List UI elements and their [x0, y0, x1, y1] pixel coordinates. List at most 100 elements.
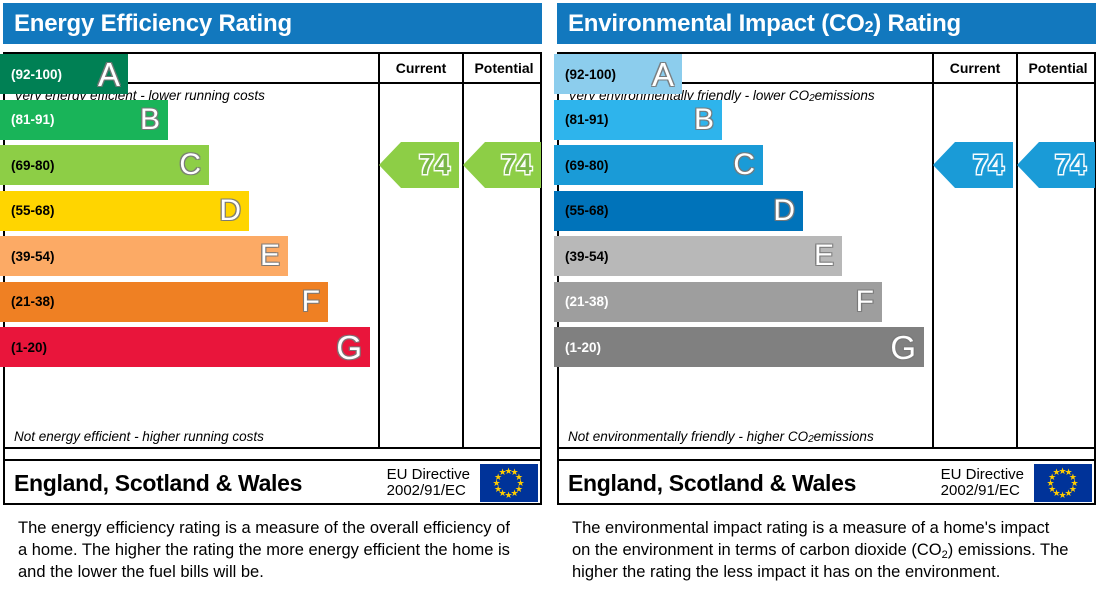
column-divider-2 [462, 84, 464, 447]
eu-flag-star-icon: ★ [516, 477, 525, 488]
current-rating-value: 74 [418, 149, 450, 180]
band-range-label: (81-91) [11, 112, 55, 127]
band-letter: C [733, 148, 755, 181]
column-header-potential: Potential [462, 54, 544, 82]
caption-not-efficient: Not energy efficient - higher running co… [14, 428, 264, 444]
environmental-impact-panel: Environmental Impact (CO 2) Rating Curren… [554, 0, 1099, 616]
potential-rating-value: 74 [1054, 149, 1086, 180]
eu-flag-star-icon: ★ [1068, 471, 1077, 482]
footer-directive: EU Directive 2002/91/EC [386, 465, 480, 500]
band-c: (69-80) C [0, 145, 209, 185]
eu-flag-star-icon: ★ [1064, 487, 1073, 498]
caption-not-friendly: Not environmentally friendly - higher CO… [559, 425, 932, 447]
band-range-label: (69-80) [11, 157, 55, 173]
eu-flag-star-icon: ★ [498, 487, 507, 498]
band-range-label: (1-20) [11, 339, 48, 355]
eu-flag-star-icon: ★ [514, 471, 523, 482]
column-divider-1 [932, 84, 934, 447]
band-letter: D [219, 193, 241, 227]
band-f: (21-38) F [0, 281, 328, 322]
band-letter: E [813, 239, 834, 272]
potential-rating-arrow: 74 [463, 142, 541, 188]
band-range-label: (69-80) [565, 157, 609, 173]
eu-flag-star-icon: ★ [1046, 477, 1055, 488]
eu-flag-icon: ★ ★ ★ ★ ★ ★ ★ ★ ★ ★ ★ ★ [480, 464, 538, 502]
band-b: (81-91) B [0, 99, 168, 140]
band-a: (92-100) A [554, 54, 682, 94]
band-range-label: (21-38) [565, 294, 609, 309]
footer-directive: EU Directive 2002/91/EC [940, 465, 1034, 500]
co2-subscript: 2 [809, 92, 815, 104]
co2-subscript: 2 [808, 433, 814, 445]
potential-rating-arrow-wrap: 74 [1017, 142, 1095, 188]
eu-flag-star-icon: ★ [504, 489, 513, 500]
band-e: (39-54) E [554, 236, 842, 276]
directive-line-2: 2002/91/EC [386, 482, 466, 499]
directive-line-1: EU Directive [940, 465, 1024, 483]
eu-flag-star-icon: ★ [498, 467, 507, 478]
current-rating-arrow: 74 [933, 142, 1013, 188]
footer-region-label: England, Scotland & Wales [568, 469, 857, 496]
eu-flag-icon: ★ ★ ★ ★ ★ ★ ★ ★ ★ ★ ★ ★ [1034, 464, 1092, 502]
band-e: (39-54) E [0, 236, 288, 276]
column-header-current: Current [378, 54, 462, 82]
band-d: (55-68) D [554, 190, 803, 231]
directive-line-1: EU Directive [386, 465, 470, 483]
caption-suffix: emissions [813, 428, 874, 444]
description-text: The environmental impact rating is a mea… [572, 519, 1050, 559]
eu-flag-star-icon: ★ [510, 487, 519, 498]
column-header-current: Current [932, 54, 1016, 82]
directive-line-2: 2002/91/EC [940, 482, 1020, 499]
band-letter: B [693, 102, 714, 136]
panel-title-text: Energy Efficiency Rating [14, 9, 292, 37]
band-letter: D [773, 193, 795, 227]
band-letter: G [336, 328, 362, 366]
panel-title-text: Environmental Impact (CO [568, 9, 865, 37]
band-c: (69-80) C [554, 145, 763, 185]
co2-footer: England, Scotland & Wales EU Directive 2… [557, 459, 1096, 505]
eu-flag-star-icon: ★ [1052, 487, 1061, 498]
band-range-label: (92-100) [565, 66, 617, 82]
co2-description: The environmental impact rating is a mea… [572, 518, 1072, 583]
band-range-label: (1-20) [565, 339, 602, 355]
eu-flag-star-icon: ★ [1058, 465, 1067, 476]
eu-flag-star-icon: ★ [514, 483, 523, 494]
current-rating-arrow-wrap: 74 [379, 142, 459, 188]
current-rating-arrow-wrap: 74 [933, 142, 1013, 188]
caption-text: Not environmentally friendly - higher CO [568, 428, 809, 444]
eu-flag-star-icon: ★ [1048, 471, 1057, 482]
eu-flag-star-icon: ★ [494, 471, 503, 482]
column-header-potential: Potential [1016, 54, 1098, 82]
band-letter: A [651, 55, 674, 93]
band-range-label: (81-91) [565, 112, 609, 127]
eu-flag-star-icon: ★ [1058, 489, 1067, 500]
band-letter: C [179, 148, 201, 181]
band-range-label: (55-68) [11, 203, 55, 218]
eu-flag-star-icon: ★ [504, 465, 513, 476]
band-letter: F [855, 284, 874, 318]
band-b: (81-91) B [554, 99, 722, 140]
eu-flag-star-icon: ★ [1070, 477, 1079, 488]
eu-flag-star-icon: ★ [492, 477, 501, 488]
eu-flag-star-icon: ★ [494, 483, 503, 494]
energy-efficiency-title: Energy Efficiency Rating [3, 3, 542, 44]
band-d: (55-68) D [0, 190, 249, 231]
current-rating-value: 74 [972, 149, 1004, 180]
environmental-impact-title: Environmental Impact (CO 2) Rating [557, 3, 1096, 44]
eu-flag-star-icon: ★ [510, 467, 519, 478]
description-suffix: ) emissions. The higher the rating the l… [572, 540, 1069, 581]
energy-description: The energy efficiency rating is a measur… [18, 519, 510, 581]
grid-bottom-rule [559, 447, 1094, 449]
band-letter: E [259, 239, 280, 272]
column-divider-2 [1016, 84, 1018, 447]
co2-subscript: 2 [864, 18, 874, 36]
band-g: (1-20) G [0, 327, 370, 367]
current-rating-arrow: 74 [379, 142, 459, 188]
band-range-label: (55-68) [565, 203, 609, 218]
band-range-label: (92-100) [11, 66, 63, 82]
column-divider-1 [378, 84, 380, 447]
band-letter: B [139, 102, 160, 136]
band-range-label: (39-54) [565, 248, 609, 264]
eu-flag-star-icon: ★ [1064, 467, 1073, 478]
